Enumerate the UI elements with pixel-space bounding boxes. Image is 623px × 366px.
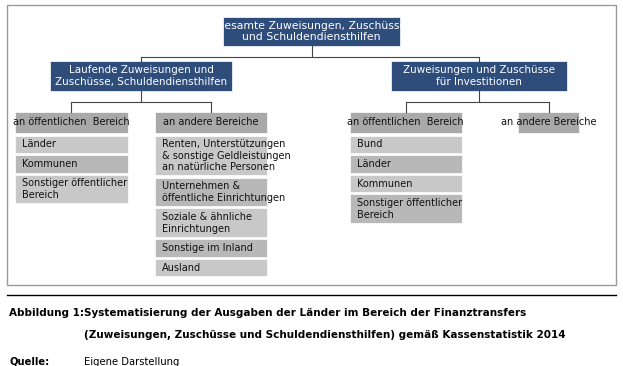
Text: Ausland: Ausland (162, 262, 201, 273)
FancyBboxPatch shape (155, 259, 267, 276)
Text: Abbildung 1:: Abbildung 1: (9, 307, 84, 318)
Text: an öffentlichen  Bereich: an öffentlichen Bereich (13, 117, 130, 127)
Text: Kommunen: Kommunen (22, 159, 78, 169)
FancyBboxPatch shape (50, 61, 232, 91)
FancyBboxPatch shape (350, 155, 462, 173)
Text: Renten, Unterstützungen
& sonstige Geldleistungen
an natürliche Personen: Renten, Unterstützungen & sonstige Geldl… (162, 139, 291, 172)
FancyBboxPatch shape (518, 112, 579, 133)
FancyBboxPatch shape (350, 194, 462, 223)
FancyBboxPatch shape (155, 209, 267, 237)
Text: an andere Bereiche: an andere Bereiche (501, 117, 596, 127)
FancyBboxPatch shape (15, 136, 128, 153)
FancyBboxPatch shape (391, 61, 567, 91)
FancyBboxPatch shape (350, 136, 462, 153)
Text: Sonstiger öffentlicher
Bereich: Sonstiger öffentlicher Bereich (22, 178, 128, 200)
Text: Gesamte Zuweisungen, Zuschüsse
und Schuldendiensthilfen: Gesamte Zuweisungen, Zuschüsse und Schul… (216, 20, 407, 42)
Text: Zuweisungen und Zuschüsse
für Investitionen: Zuweisungen und Zuschüsse für Investitio… (402, 66, 554, 87)
Text: Länder: Länder (357, 159, 391, 169)
Text: an andere Bereiche: an andere Bereiche (163, 117, 259, 127)
Text: Quelle:: Quelle: (9, 357, 50, 366)
Text: Eigene Darstellung: Eigene Darstellung (84, 357, 179, 366)
FancyBboxPatch shape (155, 178, 267, 206)
FancyBboxPatch shape (155, 239, 267, 257)
FancyBboxPatch shape (350, 175, 462, 192)
FancyBboxPatch shape (155, 136, 267, 175)
Text: Kommunen: Kommunen (357, 179, 412, 188)
Text: an öffentlichen  Bereich: an öffentlichen Bereich (348, 117, 464, 127)
FancyBboxPatch shape (155, 112, 267, 133)
Text: Unternehmen &
öffentliche Einrichtungen: Unternehmen & öffentliche Einrichtungen (162, 181, 285, 203)
Text: Bund: Bund (357, 139, 382, 149)
FancyBboxPatch shape (15, 112, 128, 133)
Text: Länder: Länder (22, 139, 56, 149)
Text: Soziale & ähnliche
Einrichtungen: Soziale & ähnliche Einrichtungen (162, 212, 252, 234)
FancyBboxPatch shape (15, 175, 128, 203)
Text: Laufende Zuweisungen und
Zuschüsse, Schuldendiensthilfen: Laufende Zuweisungen und Zuschüsse, Schu… (55, 66, 227, 87)
FancyBboxPatch shape (223, 17, 400, 46)
Text: Sonstiger öffentlicher
Bereich: Sonstiger öffentlicher Bereich (357, 198, 462, 220)
Text: Sonstige im Inland: Sonstige im Inland (162, 243, 253, 253)
FancyBboxPatch shape (15, 155, 128, 173)
FancyBboxPatch shape (350, 112, 462, 133)
Text: (Zuweisungen, Zuschüsse und Schuldendiensthilfen) gemäß Kassenstatistik 2014: (Zuweisungen, Zuschüsse und Schuldendien… (84, 330, 566, 340)
Text: Systematisierung der Ausgaben der Länder im Bereich der Finanztransfers: Systematisierung der Ausgaben der Länder… (84, 307, 526, 318)
